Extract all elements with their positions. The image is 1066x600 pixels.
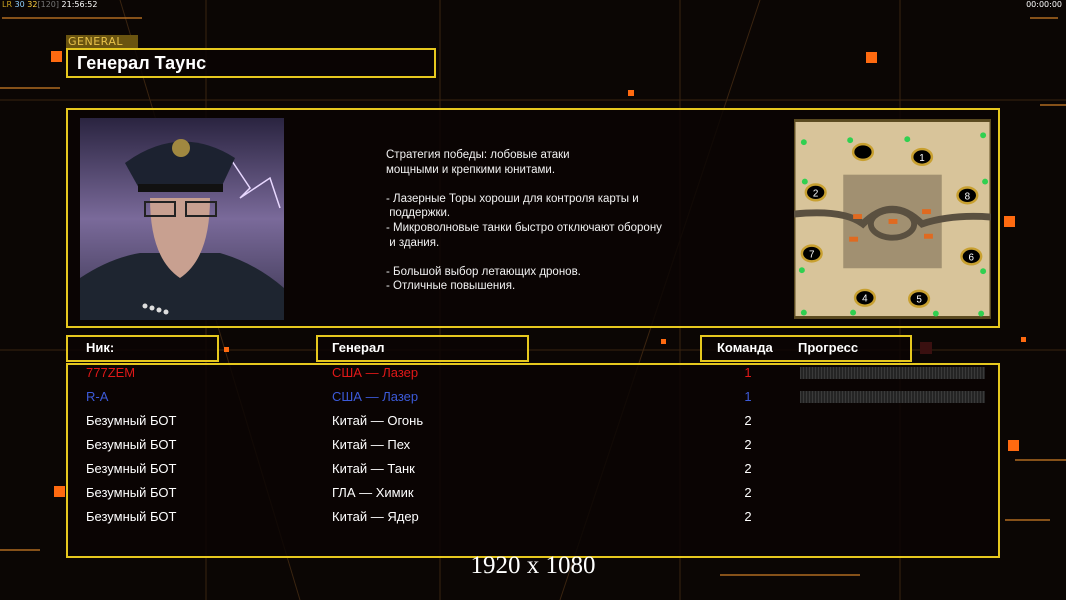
player-general[interactable]: Китай — Ядер: [332, 509, 419, 524]
player-general[interactable]: ГЛА — Химик: [332, 485, 414, 500]
player-row[interactable]: Безумный БОТ Китай — Танк 2: [0, 457, 1066, 481]
player-general[interactable]: Китай — Пех: [332, 437, 411, 452]
player-team[interactable]: 2: [744, 413, 752, 428]
player-team[interactable]: 1: [744, 389, 752, 404]
resolution-label: 1920 x 1080: [470, 552, 596, 579]
fps-cap: [120]: [37, 0, 59, 9]
header-general: Генерал: [316, 335, 529, 362]
clock: 21:56:52: [61, 0, 98, 9]
general-name: Генерал Таунс: [66, 48, 436, 78]
player-team[interactable]: 2: [744, 509, 752, 524]
player-general[interactable]: США — Лазер: [332, 389, 419, 404]
map-preview[interactable]: 1 2 4 5 6 7 8: [794, 119, 991, 319]
player-row[interactable]: R-A США — Лазер 1: [0, 385, 1066, 409]
game-timer: 00:00:00: [1026, 0, 1062, 9]
player-row[interactable]: 777ZEM США — Лазер 1: [0, 361, 1066, 385]
player-team[interactable]: 1: [744, 365, 752, 380]
player-nick: Безумный БОТ: [86, 509, 177, 524]
player-nick: Безумный БОТ: [86, 485, 177, 500]
header-progress: Прогресс: [798, 340, 859, 355]
player-general[interactable]: Китай — Огонь: [332, 413, 424, 428]
player-general[interactable]: США — Лазер: [332, 365, 419, 380]
player-nick: Безумный БОТ: [86, 461, 177, 476]
progress-bar: [800, 391, 985, 403]
start-position-8[interactable]: 8: [965, 191, 971, 202]
player-general[interactable]: Китай — Танк: [332, 461, 415, 476]
header-team: Команда: [717, 340, 773, 355]
player-row[interactable]: Безумный БОТ Китай — Огонь 2: [0, 409, 1066, 433]
player-row[interactable]: Безумный БОТ Китай — Пех 2: [0, 433, 1066, 457]
player-row[interactable]: Безумный БОТ ГЛА — Химик 2: [0, 481, 1066, 505]
start-position-6[interactable]: 6: [969, 252, 975, 263]
player-row[interactable]: Безумный БОТ Китай — Ядер 2: [0, 505, 1066, 529]
player-nick: 777ZEM: [86, 365, 136, 380]
header-nick: Ник:: [66, 335, 219, 362]
status-bar: LR 30 32[120] 21:56:52: [2, 0, 97, 9]
start-position-2[interactable]: 2: [813, 188, 818, 199]
fps-value: 30: [14, 0, 25, 9]
progress-bar: [800, 367, 985, 379]
player-team[interactable]: 2: [744, 485, 752, 500]
player-team[interactable]: 2: [744, 461, 752, 476]
start-position-7[interactable]: 7: [809, 249, 814, 260]
general-description: Стратегия победы: лобовые атаки мощными …: [386, 149, 662, 293]
start-position-5[interactable]: 5: [916, 295, 922, 306]
player-nick: R-A: [86, 389, 109, 404]
fps-label: LR: [2, 0, 13, 9]
player-team[interactable]: 2: [744, 437, 752, 452]
general-portrait: [80, 118, 284, 320]
player-nick: Безумный БОТ: [86, 413, 177, 428]
start-position-4[interactable]: 4: [862, 294, 868, 305]
general-tag: GENERAL: [66, 35, 138, 48]
start-position-1[interactable]: 1: [919, 153, 924, 164]
player-rows: 777ZEM США — Лазер 1 R-A США — Лазер 1 Безумны…: [0, 361, 1066, 551]
header-team-progress: Команда Прогресс: [700, 335, 912, 362]
player-nick: Безумный БОТ: [86, 437, 177, 452]
fps-value-2: 32: [27, 0, 38, 9]
start-position-empty[interactable]: [851, 142, 875, 162]
